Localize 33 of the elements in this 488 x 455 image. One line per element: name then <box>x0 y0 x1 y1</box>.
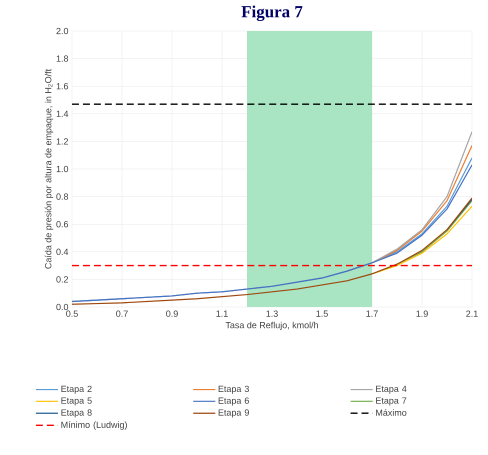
x-tick-label: 2.1 <box>466 310 478 317</box>
y-tick-label: 1.6 <box>56 83 68 90</box>
y-tick-label: 1.2 <box>56 138 68 145</box>
legend-label: Mínimo (Ludwig) <box>61 421 127 430</box>
y-tick-label: 2.0 <box>56 28 68 34</box>
chart-title: Figura 7 <box>241 6 302 21</box>
y-axis-title: Caída de presión por altura de empaque, in H$_{2}$O/ft <box>44 68 54 269</box>
legend-label: Etapa 4 <box>376 386 407 394</box>
y-tick-label: 0.4 <box>56 248 68 255</box>
legend-label: Etapa 9 <box>218 409 249 418</box>
x-axis-title: Tasa de Reflujo, kmol/h <box>226 322 318 330</box>
x-tick-label: 1.1 <box>216 310 228 317</box>
y-tick-label: 1.4 <box>56 110 68 117</box>
legend-label: Etapa 3 <box>218 386 249 394</box>
legend-label: Máximo <box>376 409 406 416</box>
legend-label: Etapa 8 <box>61 409 92 418</box>
x-tick-label: 1.3 <box>266 310 278 317</box>
legend-label: Etapa 2 <box>61 386 92 394</box>
y-tick-label: 1.0 <box>56 166 68 172</box>
y-tick-label: 1.8 <box>56 55 68 62</box>
y-tick-label: 0.2 <box>56 276 68 283</box>
x-tick-label: 1.9 <box>416 310 428 317</box>
y-tick-label: 0.6 <box>56 221 68 228</box>
y-tick-label: 0.0 <box>56 304 68 310</box>
legend-label: Etapa 5 <box>61 397 92 406</box>
x-tick-label: 0.9 <box>166 310 178 317</box>
x-tick-label: 0.7 <box>116 310 128 317</box>
x-tick-label: 1.5 <box>316 310 328 317</box>
x-tick-label: 1.7 <box>366 310 378 317</box>
legend-label: Etapa 6 <box>218 397 249 406</box>
x-tick-label: 0.5 <box>66 310 78 317</box>
y-tick-label: 0.8 <box>56 193 68 200</box>
legend-label: Etapa 7 <box>376 397 406 406</box>
